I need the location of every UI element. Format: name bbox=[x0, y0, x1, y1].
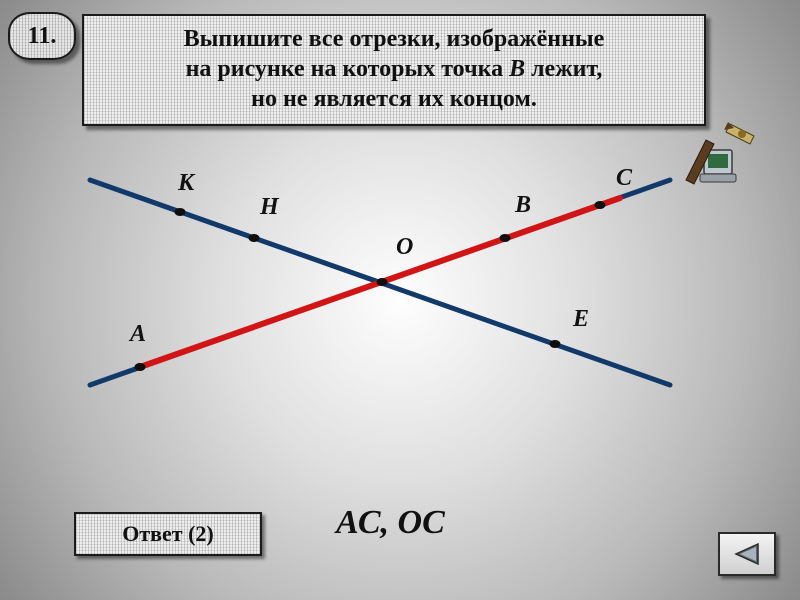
point-marker bbox=[135, 363, 146, 371]
point-marker bbox=[550, 340, 561, 348]
point-label: Е bbox=[572, 306, 589, 332]
question-line-2: на рисунке на которых точка В лежит, bbox=[94, 54, 694, 84]
clipart-icon bbox=[680, 116, 760, 196]
point-label: С bbox=[616, 165, 633, 191]
point-label: О bbox=[396, 234, 413, 260]
answer-text: АС, ОС bbox=[336, 504, 445, 542]
question-box: Выпишите все отрезки, изображённые на ри… bbox=[82, 14, 706, 126]
point-label: А bbox=[128, 321, 146, 347]
point-label: В bbox=[514, 192, 531, 218]
point-label: К bbox=[177, 170, 196, 196]
slide-stage: 11. Выпишите все отрезки, изображённые н… bbox=[0, 0, 800, 600]
question-line-3: но не является их концом. bbox=[94, 84, 694, 114]
answer-button-label: Ответ (2) bbox=[122, 521, 214, 547]
point-marker bbox=[377, 278, 388, 286]
triangle-left-icon bbox=[732, 542, 762, 566]
prev-slide-button[interactable] bbox=[718, 532, 776, 576]
point-label: Н bbox=[259, 194, 280, 220]
reveal-answer-button[interactable]: Ответ (2) bbox=[74, 512, 262, 556]
geometry-diagram: К Н О В С Е А bbox=[60, 150, 700, 430]
point-marker bbox=[500, 234, 511, 242]
point-marker bbox=[595, 201, 606, 209]
point-marker bbox=[175, 208, 186, 216]
problem-number-badge: 11. bbox=[8, 12, 76, 60]
problem-number: 11. bbox=[28, 23, 57, 50]
question-line-1: Выпишите все отрезки, изображённые bbox=[94, 24, 694, 54]
point-marker bbox=[249, 234, 260, 242]
